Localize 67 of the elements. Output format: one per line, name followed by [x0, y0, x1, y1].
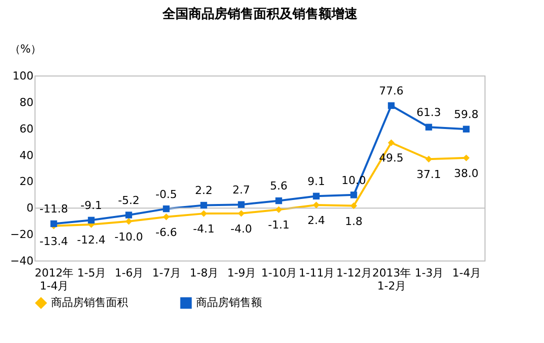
chart-title: 全国商品房销售面积及销售额增速 — [162, 6, 358, 22]
y-axis-title: （%） — [9, 42, 42, 56]
x-tick-label: 1-9月 — [227, 266, 256, 280]
y-tick-label: −20 — [10, 228, 34, 242]
data-label: 5.6 — [270, 180, 288, 193]
point — [388, 102, 395, 109]
x-tick-label: 1-8月 — [190, 266, 219, 280]
point — [350, 192, 358, 198]
x-tick-label: 1-3月 — [414, 266, 444, 280]
x-tick-label: 2012年 1-4月 — [34, 266, 74, 292]
point — [462, 126, 470, 132]
data-label: -6.6 — [156, 226, 177, 239]
legend-label: 商品房销售额 — [196, 296, 262, 309]
data-label: -0.5 — [156, 188, 177, 201]
point — [162, 214, 170, 220]
data-label: -12.4 — [77, 234, 106, 247]
y-tick-label: 60 — [20, 122, 34, 136]
data-label: 59.8 — [454, 108, 478, 122]
data-label: 38.0 — [454, 166, 478, 180]
x-tick-label: 1-6月 — [114, 266, 144, 280]
data-label: 1.8 — [345, 214, 362, 228]
point — [350, 202, 358, 210]
point — [125, 218, 132, 225]
data-label: 2.7 — [232, 184, 250, 197]
x-tick-label: 1-12月 — [336, 266, 372, 280]
data-label: -5.2 — [118, 194, 140, 208]
point — [50, 220, 58, 228]
point — [238, 210, 245, 217]
x-tick-label: 1-11月 — [298, 266, 335, 280]
data-label: -13.4 — [40, 234, 68, 248]
point — [88, 216, 95, 224]
legend-label: 商品房销售面积 — [51, 296, 128, 309]
point — [162, 205, 170, 212]
x-tick-label: 1-10月 — [261, 266, 298, 280]
point — [462, 154, 470, 162]
x-tick-label: 2013年 1-2月 — [372, 266, 412, 292]
data-label: -1.1 — [268, 218, 290, 232]
data-label: 2.2 — [195, 184, 212, 198]
point — [312, 202, 320, 208]
data-label: -4.1 — [193, 222, 214, 236]
data-label: 2.4 — [308, 214, 325, 227]
point — [275, 206, 282, 213]
data-label: 77.6 — [379, 84, 404, 98]
point — [425, 124, 432, 130]
point — [312, 192, 320, 200]
point — [200, 202, 208, 209]
point — [425, 156, 432, 162]
point — [238, 201, 245, 208]
data-label: -10.0 — [114, 230, 143, 244]
x-tick-label: 1-7月 — [152, 266, 182, 280]
data-label: -11.8 — [40, 202, 68, 216]
y-tick-label: 40 — [20, 148, 34, 162]
y-tick-label: 20 — [20, 175, 34, 188]
x-tick-label: 1-4月 — [452, 266, 482, 280]
x-tick-label: 1-5月 — [77, 266, 106, 280]
data-label: 9.1 — [308, 175, 325, 188]
data-label: -9.1 — [80, 199, 102, 212]
y-tick-label: −40 — [10, 254, 34, 268]
point — [388, 139, 395, 146]
point — [275, 197, 282, 204]
data-label: 61.3 — [416, 106, 441, 120]
y-tick-label: 100 — [12, 70, 34, 82]
data-label: -4.0 — [230, 222, 252, 236]
point — [125, 212, 132, 218]
data-label: 37.1 — [416, 168, 441, 182]
y-tick-label: 80 — [20, 96, 34, 109]
y-tick-label: 0 — [26, 202, 34, 215]
